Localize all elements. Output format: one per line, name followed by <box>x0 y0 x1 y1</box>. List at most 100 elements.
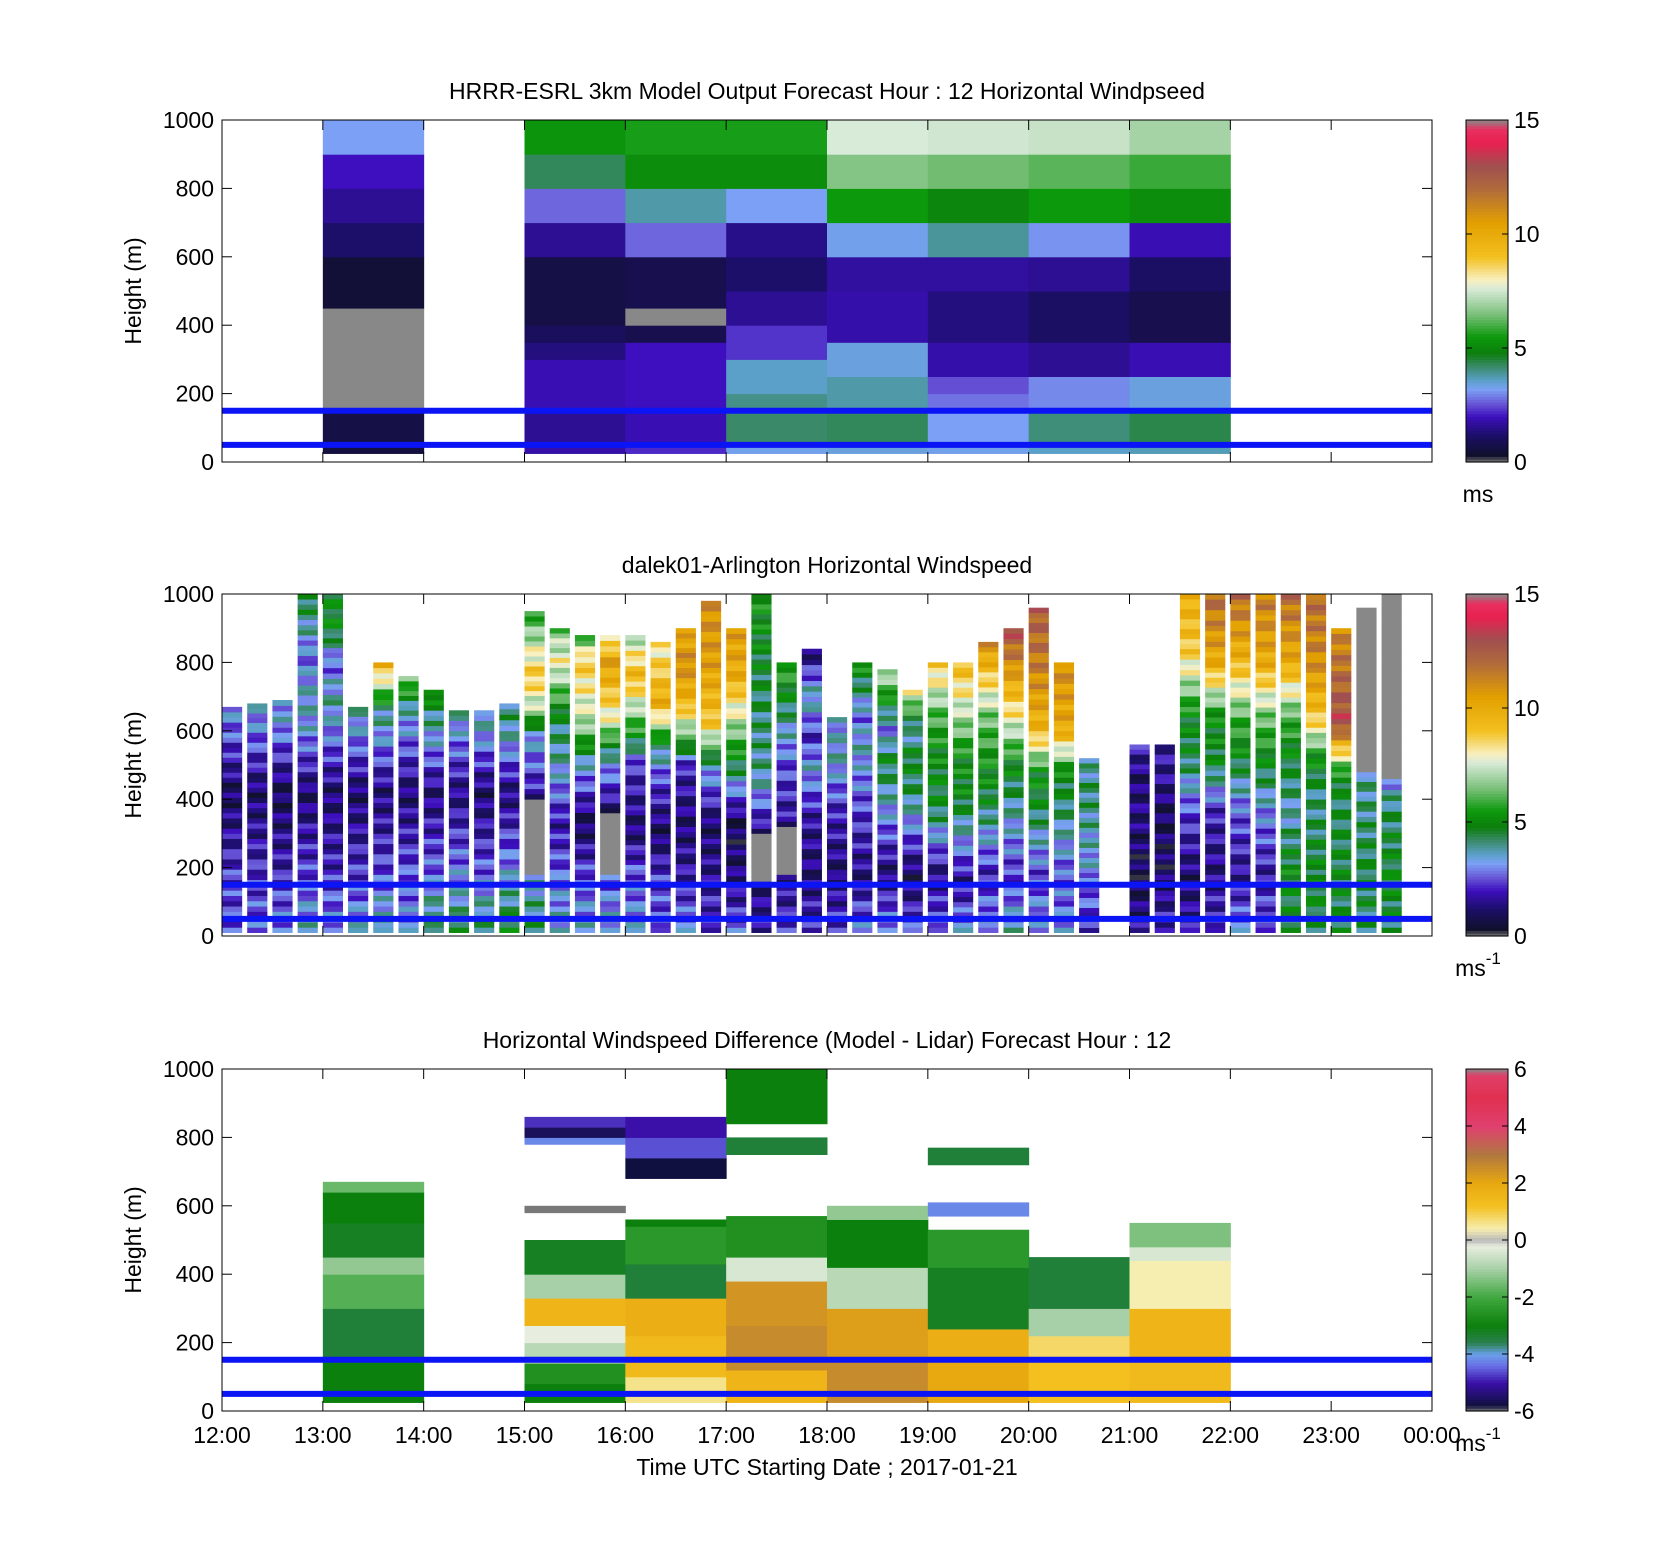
heatmap-cell <box>524 1298 626 1326</box>
heatmap-cell <box>1028 1335 1130 1361</box>
colorbar-frame <box>1465 593 1509 937</box>
heatmap-cell <box>726 875 747 882</box>
heatmap-cell <box>1028 809 1049 815</box>
colorbar-swatch <box>1466 861 1508 866</box>
colorbar-swatch <box>1466 208 1508 212</box>
colorbar-swatch <box>1466 745 1508 749</box>
heatmap-cells <box>322 120 1231 454</box>
heatmap-cell <box>902 768 923 774</box>
heatmap-cell <box>222 818 243 824</box>
heatmap-cell <box>1129 864 1150 870</box>
heatmap-cell <box>1028 751 1049 757</box>
colorbar-swatch <box>1466 1114 1508 1119</box>
heatmap-cell <box>1003 654 1024 660</box>
colorbar-swatch <box>1466 205 1508 209</box>
heatmap-cell <box>700 791 722 798</box>
heatmap-cell <box>751 891 772 898</box>
heatmap-cell <box>1179 833 1201 839</box>
heatmap-cell <box>322 725 343 732</box>
heatmap-cell <box>222 885 243 891</box>
heatmap-cell <box>574 900 596 907</box>
heatmap-cell <box>549 672 570 679</box>
heatmap-cell <box>222 787 243 793</box>
colorbar-swatch <box>1466 839 1508 843</box>
heatmap-cell <box>625 706 646 713</box>
heatmap-cell <box>1129 823 1150 829</box>
heatmap-cell <box>348 895 369 902</box>
heatmap-cell <box>978 747 999 754</box>
heatmap-cell <box>1381 685 1402 691</box>
heatmap-cell <box>1305 819 1327 825</box>
heatmap-cell <box>398 843 419 850</box>
heatmap-cell <box>1280 900 1301 907</box>
heatmap-cell <box>1205 927 1226 933</box>
heatmap-cell <box>852 759 873 766</box>
heatmap-cell <box>373 741 394 747</box>
heatmap-cell <box>398 751 419 757</box>
heatmap-cell <box>751 813 772 819</box>
heatmap-cell <box>1331 654 1352 661</box>
heatmap-cell <box>1356 648 1377 654</box>
heatmap-cell <box>373 673 394 679</box>
heatmap-cell <box>423 792 444 798</box>
heatmap-cell <box>549 677 570 684</box>
heatmap-cell <box>499 818 520 824</box>
colorbar-swatch <box>1466 367 1508 372</box>
heatmap-cell <box>322 766 343 773</box>
heatmap-cell <box>247 922 268 928</box>
heatmap-cell <box>348 848 369 855</box>
heatmap-cell <box>700 801 722 808</box>
heatmap-cell <box>222 762 243 768</box>
heatmap-cell <box>675 911 696 918</box>
heatmap-cell <box>322 802 343 809</box>
heatmap-cell <box>1381 649 1402 656</box>
colorbar-swatch <box>1466 898 1508 903</box>
heatmap-cell <box>398 771 419 778</box>
colorbar-swatch <box>1466 211 1508 215</box>
colorbar-swatch <box>1466 1297 1508 1301</box>
heatmap-cell <box>1028 735 1049 742</box>
heatmap-cell <box>322 776 343 783</box>
heatmap-cell <box>524 736 545 742</box>
heatmap-cell <box>322 1192 425 1224</box>
heatmap-cell <box>1255 895 1276 902</box>
y-tick-label: 1000 <box>163 107 214 133</box>
heatmap-cell <box>801 711 822 718</box>
heatmap-cell <box>625 829 646 836</box>
heatmap-cell <box>373 823 394 829</box>
heatmap-cell <box>1381 757 1402 764</box>
heatmap-cell <box>927 737 948 744</box>
heatmap-cell <box>574 869 596 875</box>
heatmap-cell <box>1356 688 1377 695</box>
heatmap-cell <box>726 1069 828 1125</box>
colorbar-swatch <box>1466 134 1508 138</box>
colorbar-swatch <box>1466 1265 1508 1270</box>
heatmap-cell <box>1381 624 1402 630</box>
heatmap-cell <box>625 727 646 733</box>
heatmap-cell <box>524 705 545 711</box>
heatmap-cell <box>600 783 621 789</box>
heatmap-cell <box>902 730 923 737</box>
heatmap-cell <box>247 823 268 829</box>
heatmap-cell <box>448 922 470 928</box>
heatmap-cell <box>1331 723 1352 730</box>
heatmap-cell <box>373 776 394 783</box>
heatmap-cell <box>852 811 873 817</box>
heatmap-cell <box>1179 701 1201 707</box>
heatmap-cell <box>700 693 722 699</box>
heatmap-cell <box>474 720 495 727</box>
colorbar-swatch <box>1466 716 1508 720</box>
heatmap-cell <box>751 599 772 605</box>
heatmap-cell <box>650 749 671 755</box>
heatmap-cell <box>1205 697 1226 703</box>
heatmap-cell <box>524 823 545 829</box>
heatmap-cell <box>272 900 293 907</box>
heatmap-cell <box>751 594 772 600</box>
heatmap-cell <box>1356 628 1377 634</box>
heatmap-cell <box>474 766 495 773</box>
heatmap-cell <box>953 712 974 718</box>
heatmap-cell <box>1179 669 1201 676</box>
colorbar-swatch <box>1466 296 1508 301</box>
heatmap-cell <box>373 807 394 814</box>
heatmap-cell <box>953 845 974 851</box>
